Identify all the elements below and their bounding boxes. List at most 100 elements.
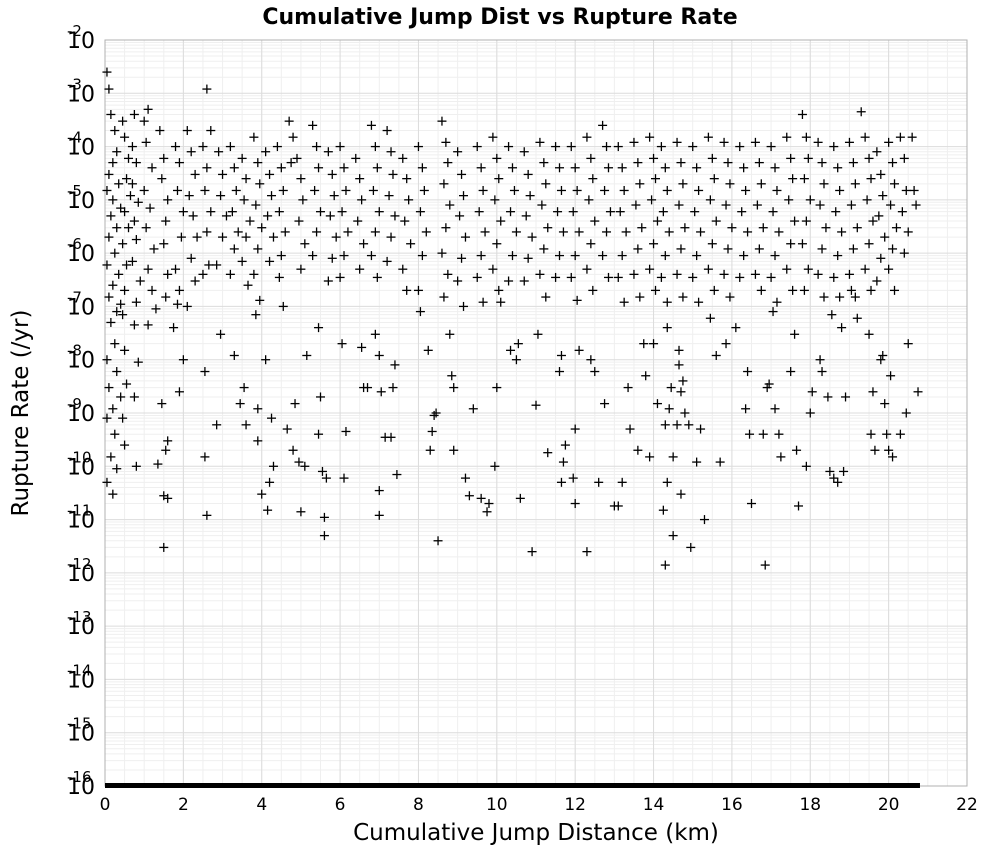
data-point [586,355,596,365]
data-point [143,320,153,330]
data-point [788,285,798,295]
data-point [888,452,898,462]
data-point [359,239,369,249]
data-point [574,345,584,355]
data-point [711,216,721,226]
data-point [668,452,678,462]
data-point [124,153,134,163]
data-point [850,292,860,302]
x-tick-label: 0 [100,795,111,815]
x-tick-label: 2 [178,795,189,815]
data-point [190,169,200,179]
data-point [598,120,608,130]
data-point [803,264,813,274]
data-point [351,153,361,163]
x-tick-label: 20 [878,795,900,815]
data-point [784,195,794,205]
data-point [674,360,684,370]
data-point [719,137,729,147]
data-point [102,185,112,195]
data-point [163,269,173,279]
data-point [341,426,351,436]
data-point [911,200,921,210]
data-point [829,142,839,152]
data-point [316,207,325,217]
data-point [645,264,655,274]
data-point [537,200,547,210]
data-point [715,457,725,467]
data-point [118,239,128,249]
data-point [588,174,598,184]
data-point [106,452,116,462]
data-point [523,169,533,179]
data-point [737,207,747,217]
data-point [504,142,514,152]
data-point [192,232,202,242]
data-point [102,260,112,270]
data-point [253,404,263,414]
data-point [280,227,290,237]
data-point [118,116,128,126]
data-point [265,477,275,487]
data-point [852,223,862,233]
data-point [852,313,862,323]
data-point [676,158,686,168]
data-point [206,126,216,136]
data-point [122,379,132,389]
data-point [590,216,600,226]
data-point [660,420,670,430]
data-point [658,207,668,217]
data-point [788,174,798,184]
data-point [278,185,288,195]
y-tick-exponent: -8 [67,342,82,360]
data-point [245,216,255,226]
y-tick-label: 10 [67,402,95,427]
data-point [641,371,651,381]
y-tick-label: 10 [67,455,95,480]
data-point [292,153,302,163]
data-point [888,158,898,168]
data-point [901,185,911,195]
data-point [229,163,239,173]
data-point [102,413,112,423]
data-point [884,137,894,147]
data-point [603,272,613,282]
data-point [229,244,239,254]
data-point [494,285,504,295]
data-point [551,272,561,282]
data-point [743,227,753,237]
data-point [856,107,866,117]
data-point [696,424,706,434]
data-point [459,301,469,311]
data-point [637,223,647,233]
y-tick-exponent: -14 [67,661,92,679]
data-point [513,339,523,349]
data-point [388,169,398,179]
data-point [374,350,384,360]
data-point [707,239,717,249]
data-point [233,227,243,237]
data-point [319,512,329,522]
data-point [815,355,825,365]
data-point [635,292,645,302]
data-point [692,163,702,173]
data-point [741,404,751,414]
data-point [725,292,735,302]
data-point [253,244,263,254]
data-point [774,227,784,237]
data-point [651,285,661,295]
y-tick-exponent: -12 [67,555,92,573]
data-point [752,200,762,210]
data-point [480,227,490,237]
data-point [335,142,345,152]
data-point [507,163,517,173]
data-point [184,191,194,201]
data-point [421,227,431,237]
data-point [570,499,580,509]
y-tick-exponent: -6 [67,235,82,253]
data-point [341,185,351,195]
data-point [308,251,318,261]
data-point [133,357,143,367]
data-point [886,371,896,381]
data-point [265,256,275,266]
